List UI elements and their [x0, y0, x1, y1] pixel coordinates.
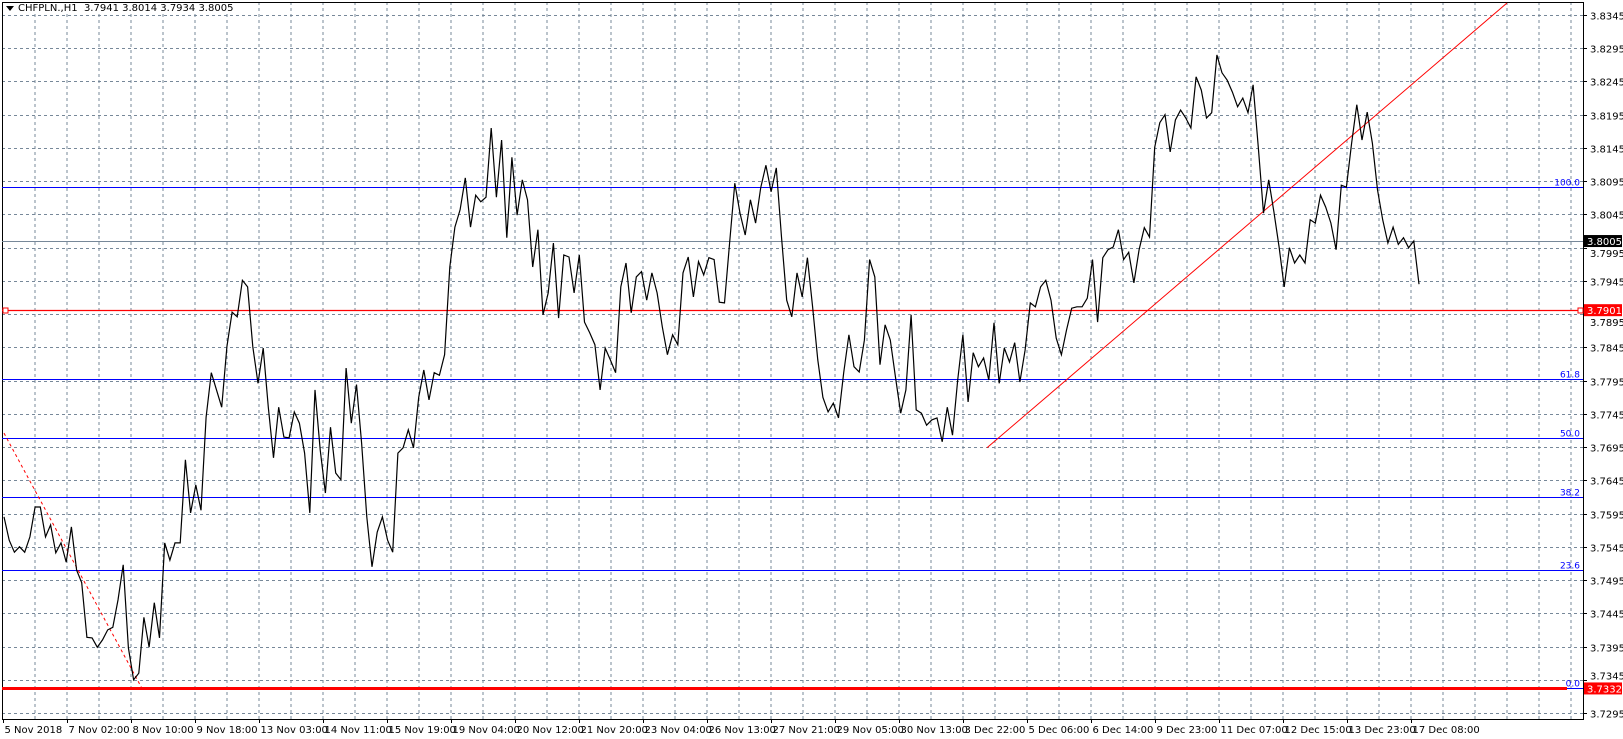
fibo-level-label: 61.8	[1560, 371, 1580, 381]
y-axis-label: 3.7995	[1590, 249, 1623, 260]
y-axis-label: 3.7645	[1590, 477, 1623, 488]
chart-title: CHFPLN.,H1 3.7941 3.8014 3.7934 3.8005	[6, 3, 236, 14]
trendline[interactable]	[986, 2, 1508, 449]
y-axis-label: 3.7695	[1590, 444, 1623, 455]
base-line-price-label-bg	[1584, 682, 1622, 695]
y-axis-label: 3.8345	[1590, 12, 1623, 23]
y-axis-label: 3.8145	[1590, 145, 1623, 156]
x-axis-label: 20 Nov 12:00	[517, 725, 584, 736]
x-axis-label: 30 Nov 13:00	[901, 725, 968, 736]
fibo-level-label: 100.0	[1554, 179, 1580, 189]
y-axis-label: 3.7445	[1590, 610, 1623, 621]
x-axis-label: 8 Nov 10:00	[133, 725, 194, 736]
x-axis-label: 5 Nov 2018	[5, 725, 63, 736]
fibo-level-label: 38.2	[1560, 489, 1580, 499]
y-axis-label: 3.7845	[1590, 344, 1623, 355]
y-axis-label: 3.7345	[1590, 671, 1623, 682]
triangle-down-icon[interactable]	[6, 5, 14, 11]
y-axis-label: 3.8245	[1590, 78, 1623, 89]
chart-frame	[2, 2, 1584, 720]
fibo-level-label: 23.6	[1560, 562, 1580, 572]
x-axis-label: 6 Dec 14:00	[1093, 725, 1154, 736]
y-axis-label: 3.7895	[1590, 318, 1623, 329]
ohlc-values: 3.7941 3.8014 3.7934 3.8005	[83, 3, 234, 14]
bid-price-label: 3.8005	[1587, 237, 1622, 248]
y-axis-label: 3.7595	[1590, 511, 1623, 522]
y-axis-label: 3.8095	[1590, 178, 1623, 189]
x-axis-label: 17 Dec 08:00	[1413, 725, 1480, 736]
base-line-price-label: 3.7332	[1587, 684, 1622, 695]
y-axis-label: 3.8195	[1590, 112, 1623, 123]
x-axis-label: 13 Dec 23:00	[1349, 725, 1416, 736]
x-axis-label: 26 Nov 13:00	[709, 725, 776, 736]
x-axis-label: 29 Nov 05:00	[837, 725, 904, 736]
x-axis-label: 11 Dec 07:00	[1221, 725, 1288, 736]
x-axis-label: 14 Nov 11:00	[325, 725, 392, 736]
y-axis-label: 3.8295	[1590, 45, 1623, 56]
y-axis-label: 3.7795	[1590, 378, 1623, 389]
bid-price-label-bg	[1584, 235, 1622, 248]
y-axis-label: 3.7545	[1590, 544, 1623, 555]
x-axis-label: 23 Nov 04:00	[645, 725, 712, 736]
horizontal-line-price-label: 3.7901	[1587, 306, 1622, 317]
x-axis-label: 7 Nov 02:00	[69, 725, 130, 736]
price-series-line	[3, 54, 1420, 682]
x-axis-label: 12 Dec 15:00	[1285, 725, 1352, 736]
x-axis-label: 21 Nov 20:00	[581, 725, 648, 736]
x-axis-label: 19 Nov 04:00	[453, 725, 520, 736]
y-axis-label: 3.7495	[1590, 577, 1623, 588]
symbol-timeframe: CHFPLN.,H1	[18, 3, 78, 14]
line-handle-left	[2, 307, 9, 314]
x-axis-label: 9 Dec 23:00	[1157, 725, 1218, 736]
y-axis-label: 3.7295	[1590, 710, 1623, 721]
y-axis-label: 3.7945	[1590, 278, 1623, 289]
fibo-anchor-line	[3, 432, 143, 689]
fibo-level-label: 0.0	[1566, 680, 1581, 690]
fibo-level-label: 50.0	[1560, 430, 1580, 440]
line-handle-right	[1577, 307, 1584, 314]
horizontal-line-price-label-bg	[1584, 304, 1622, 317]
x-axis-label: 13 Nov 03:00	[261, 725, 328, 736]
x-axis-label: 27 Nov 21:00	[773, 725, 840, 736]
y-axis-label: 3.7745	[1590, 411, 1623, 422]
x-axis-label: 3 Dec 22:00	[965, 725, 1026, 736]
x-axis-label: 5 Dec 06:00	[1029, 725, 1090, 736]
y-axis-label: 3.7395	[1590, 644, 1623, 655]
x-axis-label: 9 Nov 18:00	[197, 725, 258, 736]
y-axis-label: 3.8045	[1590, 211, 1623, 222]
x-axis-label: 15 Nov 19:00	[389, 725, 456, 736]
